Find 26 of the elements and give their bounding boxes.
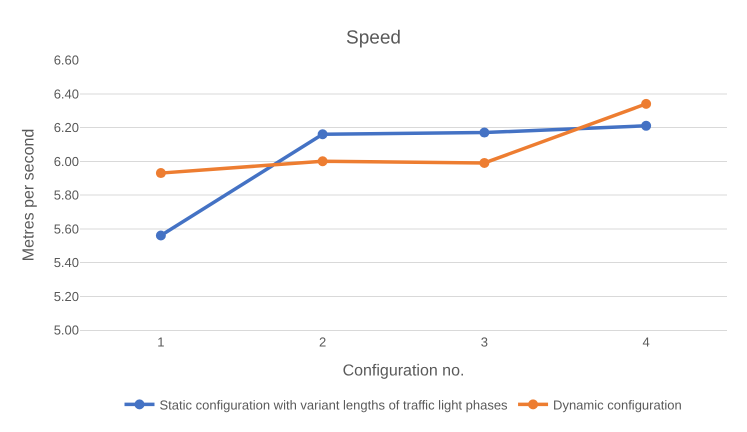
x-tick-label: 1 — [157, 334, 164, 350]
y-tick-label: 6.60 — [54, 52, 79, 68]
y-tick-label: 5.80 — [54, 188, 79, 203]
point — [479, 128, 490, 138]
point — [641, 120, 652, 131]
x-axis-title: Configuration no. — [342, 362, 464, 380]
y-tick-label: 5.00 — [54, 322, 79, 338]
y-tick-label: 5.20 — [54, 288, 79, 304]
point — [641, 98, 652, 109]
chart-title: Speed — [346, 28, 401, 49]
x-tick-label: 2 — [319, 334, 326, 350]
y-tick-label: 6.20 — [54, 120, 79, 136]
y-tick-label: 6.40 — [54, 86, 79, 102]
y-tick-label: 5.40 — [54, 255, 79, 270]
x-tick-label: 3 — [480, 334, 488, 350]
y-tick-label: 5.60 — [54, 221, 79, 236]
point — [318, 129, 328, 140]
point — [479, 158, 490, 168]
legend-label: Dynamic configuration — [553, 397, 682, 412]
y-axis-title: Metres per second — [20, 128, 38, 262]
legend-label: Static configuration with variant lengths of traffic light phases — [160, 397, 508, 412]
point — [318, 156, 328, 166]
point — [156, 230, 166, 240]
point — [156, 168, 166, 178]
x-tick-label: 4 — [642, 334, 650, 350]
y-tick-label: 6.00 — [54, 154, 79, 169]
